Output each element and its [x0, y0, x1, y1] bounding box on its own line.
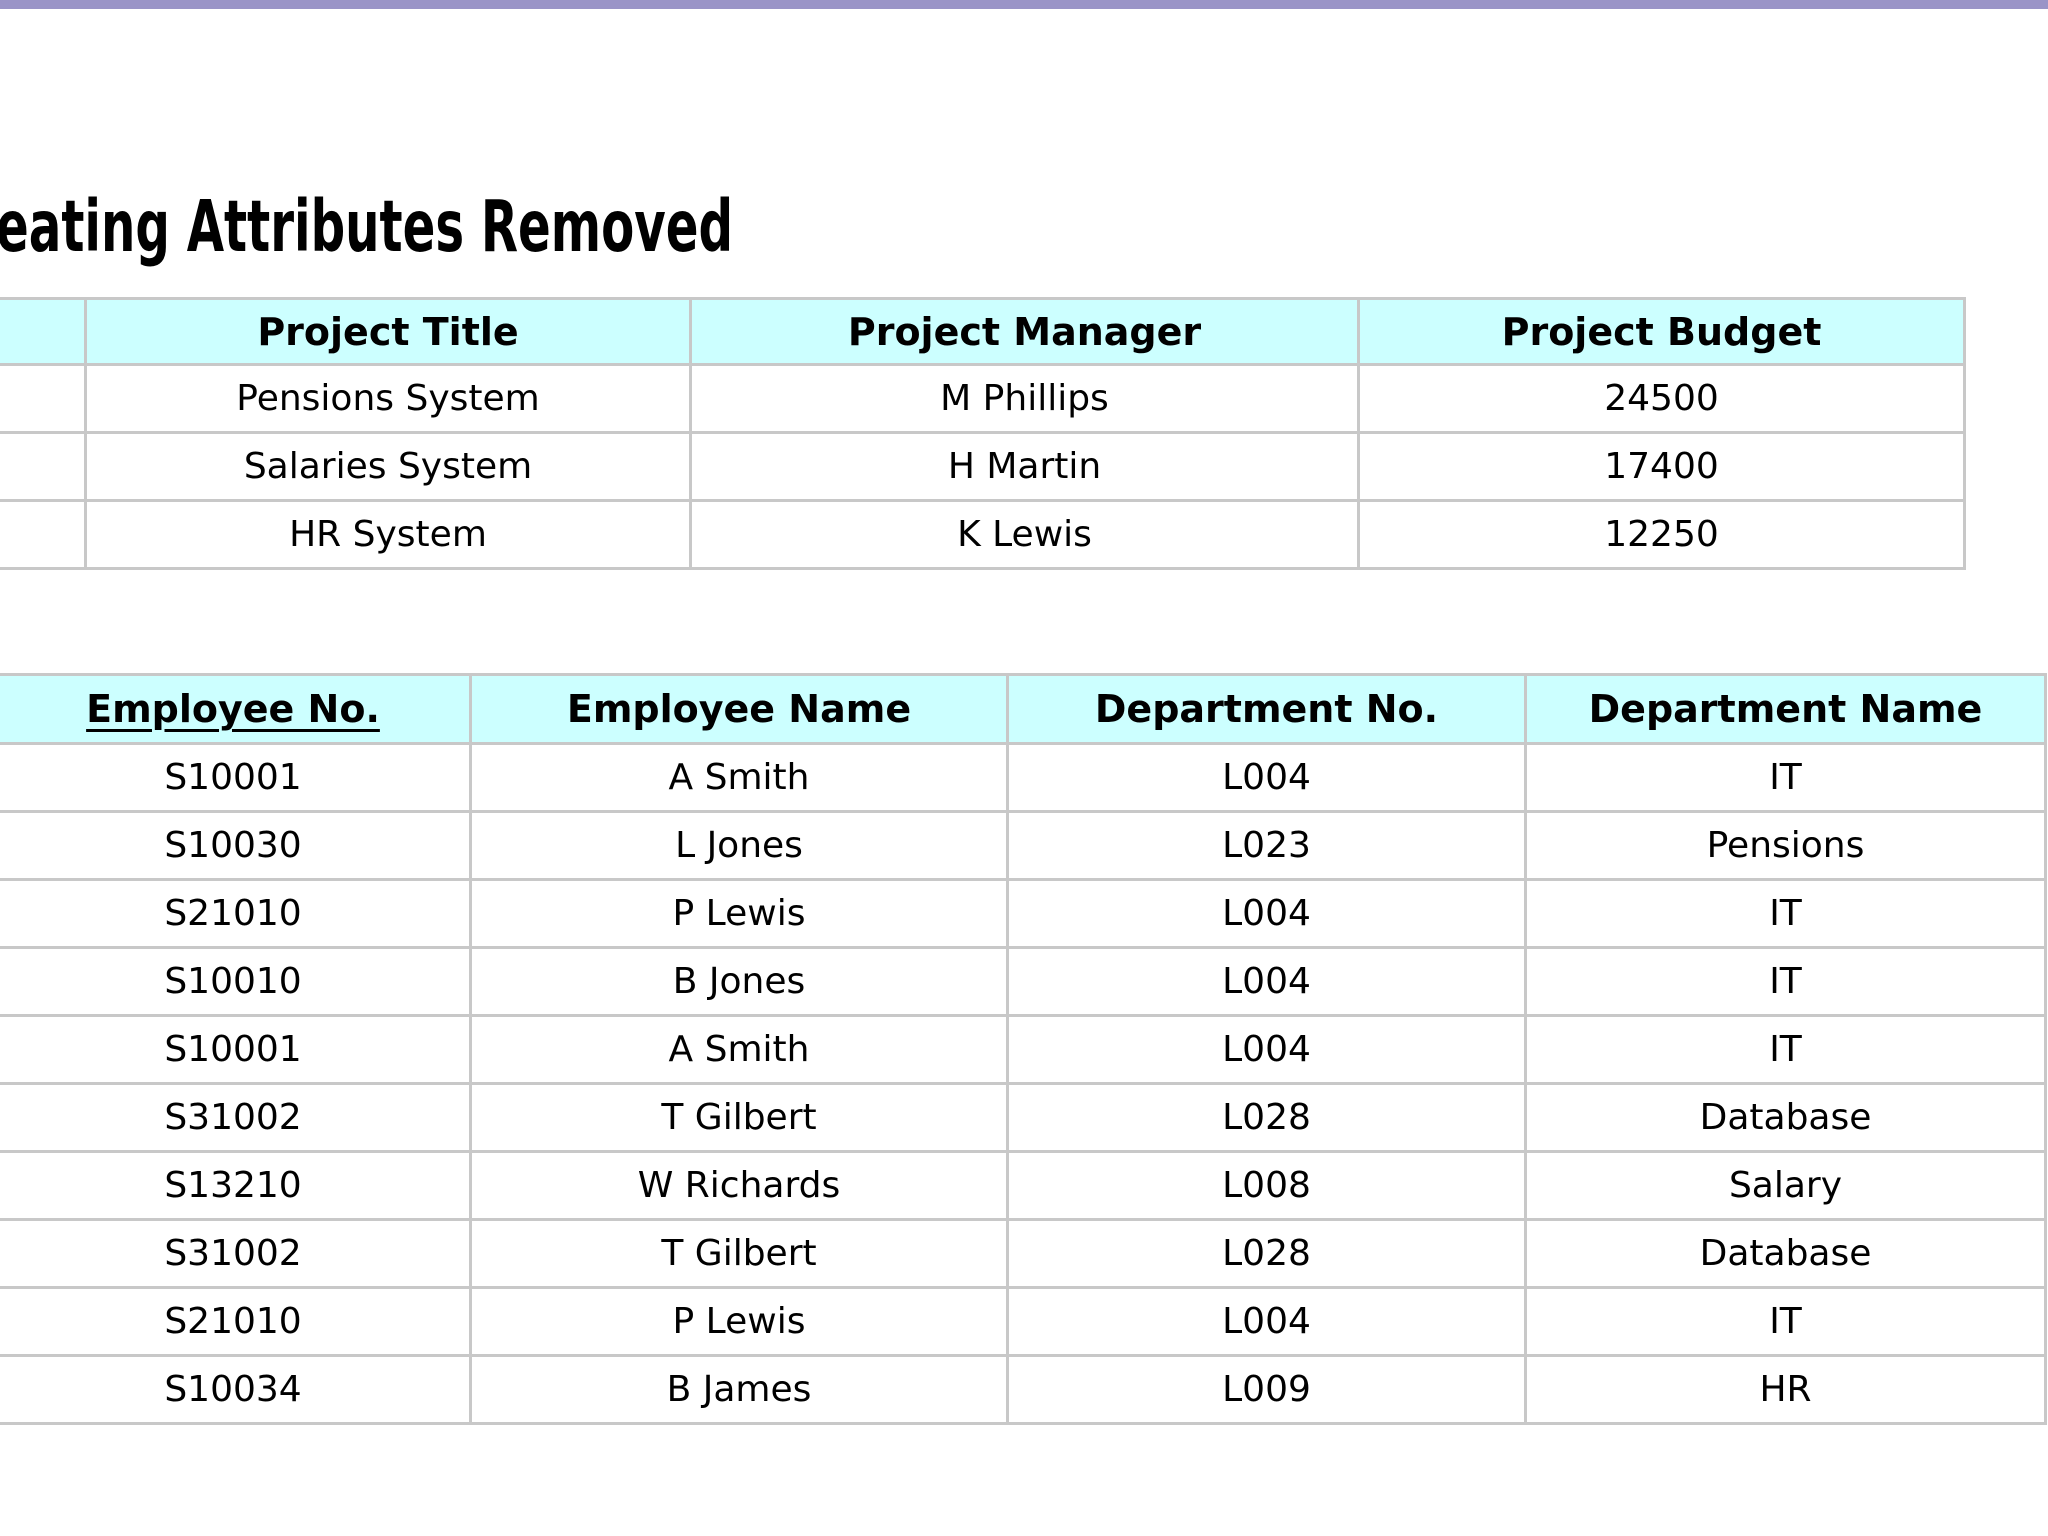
- employee-table-header-row: Employee No. Employee Name Department No…: [0, 673, 2047, 745]
- project-header-budget: Project Budget: [1357, 297, 1966, 366]
- table-cell: IT: [1524, 1286, 2047, 1357]
- table-cell: Pensions: [1524, 810, 2047, 881]
- table-cell: 24500: [1357, 363, 1966, 434]
- table-cell: S31002: [0, 1218, 472, 1289]
- table-cell: S10034: [0, 1354, 472, 1425]
- table-cell: A Smith: [469, 742, 1009, 813]
- table-cell: Database: [1524, 1082, 2047, 1153]
- table-cell: M Phillips: [689, 363, 1360, 434]
- table-cell: B Jones: [469, 946, 1009, 1017]
- table-cell: P Lewis: [469, 1286, 1009, 1357]
- table-row: S13210 W Richards L008 Salary: [0, 1150, 2047, 1221]
- table-cell: P Lewis: [469, 878, 1009, 949]
- table-cell: [0, 431, 87, 502]
- table-row: HR System K Lewis 12250: [0, 499, 1966, 570]
- table-cell: Database: [1524, 1218, 2047, 1289]
- table-cell: A Smith: [469, 1014, 1009, 1085]
- table-row: S10034 B James L009 HR: [0, 1354, 2047, 1425]
- table-cell: T Gilbert: [469, 1218, 1009, 1289]
- table-cell: S10001: [0, 1014, 472, 1085]
- table-cell: IT: [1524, 1014, 2047, 1085]
- slide-title: eating Attributes Removed: [0, 185, 734, 268]
- table-row: Salaries System H Martin 17400: [0, 431, 1966, 502]
- table-cell: B James: [469, 1354, 1009, 1425]
- table-cell: L004: [1006, 1014, 1527, 1085]
- table-cell: L028: [1006, 1082, 1527, 1153]
- table-cell: L004: [1006, 742, 1527, 813]
- employee-header-dept-no: Department No.: [1006, 673, 1527, 745]
- employee-header-no: Employee No.: [0, 673, 472, 745]
- table-cell: 12250: [1357, 499, 1966, 570]
- project-header-manager: Project Manager: [689, 297, 1360, 366]
- table-cell: W Richards: [469, 1150, 1009, 1221]
- window-accent-bar: [0, 0, 2048, 9]
- project-header-blank: [0, 297, 87, 366]
- project-header-title: Project Title: [84, 297, 692, 366]
- table-cell: HR: [1524, 1354, 2047, 1425]
- project-table-header-row: Project Title Project Manager Project Bu…: [0, 297, 1966, 366]
- table-row: S10001 A Smith L004 IT: [0, 1014, 2047, 1085]
- table-cell: Salary: [1524, 1150, 2047, 1221]
- table-cell: 17400: [1357, 431, 1966, 502]
- table-cell: L023: [1006, 810, 1527, 881]
- table-row: S21010 P Lewis L004 IT: [0, 1286, 2047, 1357]
- table-row: Pensions System M Phillips 24500: [0, 363, 1966, 434]
- table-cell: L004: [1006, 878, 1527, 949]
- table-cell: T Gilbert: [469, 1082, 1009, 1153]
- table-cell: IT: [1524, 742, 2047, 813]
- table-cell: S10001: [0, 742, 472, 813]
- table-cell: H Martin: [689, 431, 1360, 502]
- table-cell: K Lewis: [689, 499, 1360, 570]
- table-row: S31002 T Gilbert L028 Database: [0, 1218, 2047, 1289]
- table-row: S10001 A Smith L004 IT: [0, 742, 2047, 813]
- table-cell: S10030: [0, 810, 472, 881]
- employee-header-name: Employee Name: [469, 673, 1009, 745]
- table-cell: L028: [1006, 1218, 1527, 1289]
- table-cell: S31002: [0, 1082, 472, 1153]
- project-table: Project Title Project Manager Project Bu…: [0, 297, 1966, 570]
- table-cell: S21010: [0, 1286, 472, 1357]
- table-cell: S10010: [0, 946, 472, 1017]
- table-row: S31002 T Gilbert L028 Database: [0, 1082, 2047, 1153]
- table-cell: IT: [1524, 878, 2047, 949]
- table-cell: L004: [1006, 1286, 1527, 1357]
- table-cell: L004: [1006, 946, 1527, 1017]
- table-cell: S13210: [0, 1150, 472, 1221]
- table-cell: L009: [1006, 1354, 1527, 1425]
- table-cell: Salaries System: [84, 431, 692, 502]
- table-cell: [0, 499, 87, 570]
- employee-header-dept-name: Department Name: [1524, 673, 2047, 745]
- table-cell: [0, 363, 87, 434]
- table-row: S21010 P Lewis L004 IT: [0, 878, 2047, 949]
- table-cell: Pensions System: [84, 363, 692, 434]
- employee-table: Employee No. Employee Name Department No…: [0, 673, 2047, 1425]
- table-cell: HR System: [84, 499, 692, 570]
- table-cell: L Jones: [469, 810, 1009, 881]
- employee-header-no-label: Employee No.: [86, 687, 380, 731]
- table-cell: S21010: [0, 878, 472, 949]
- table-row: S10010 B Jones L004 IT: [0, 946, 2047, 1017]
- table-cell: L008: [1006, 1150, 1527, 1221]
- table-row: S10030 L Jones L023 Pensions: [0, 810, 2047, 881]
- table-cell: IT: [1524, 946, 2047, 1017]
